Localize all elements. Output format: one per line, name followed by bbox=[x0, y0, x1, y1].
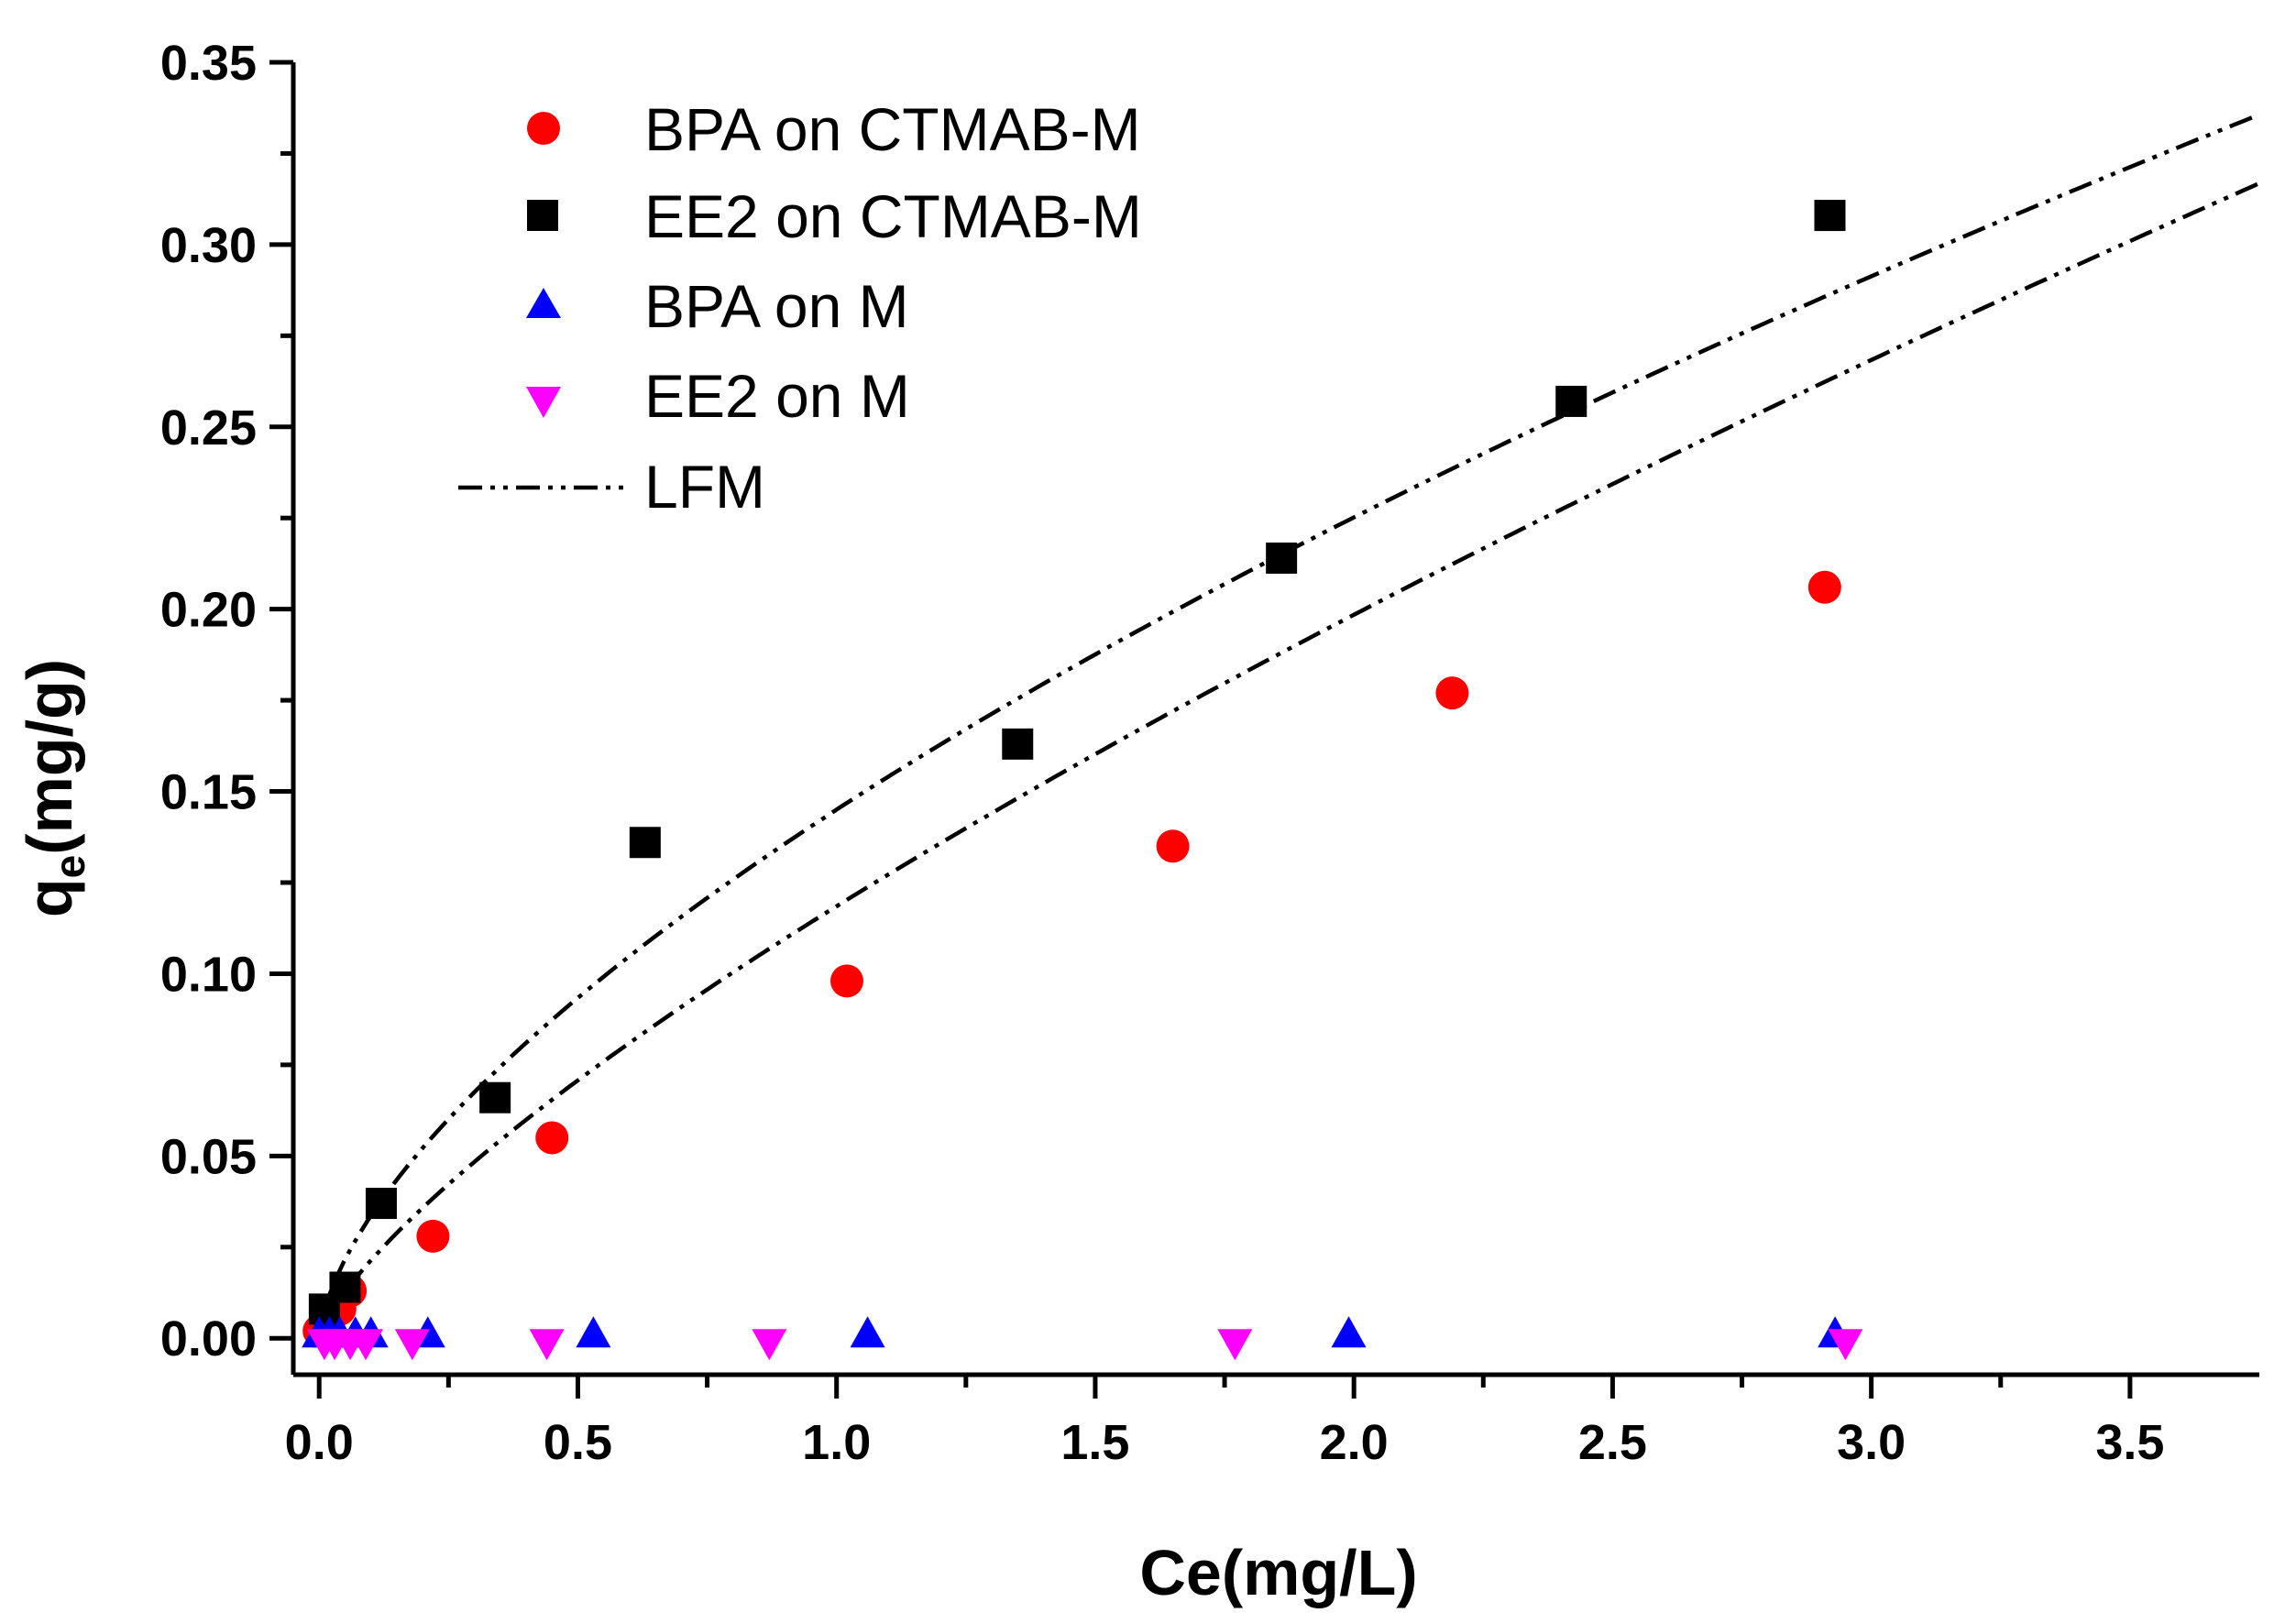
legend-marker-bpa-ctmab bbox=[527, 112, 560, 145]
x-tick-label: 2.5 bbox=[1578, 1415, 1647, 1470]
point-bpa-on-ctmab-m bbox=[829, 964, 863, 998]
y-tick-label: 0.35 bbox=[160, 36, 257, 91]
legend-label-ee2-ctmab: EE2 on CTMAB-M bbox=[644, 182, 1142, 250]
legend-label-ee2-m: EE2 on M bbox=[644, 362, 910, 430]
point-ee2-on-m bbox=[348, 1329, 384, 1361]
point-ee2-on-ctmab-m bbox=[1002, 728, 1034, 760]
y-tick-label: 0.05 bbox=[160, 1129, 257, 1184]
y-tick-label: 0.00 bbox=[160, 1311, 257, 1366]
x-tick-label: 0.0 bbox=[285, 1415, 354, 1470]
point-ee2-on-ctmab-m bbox=[479, 1081, 511, 1114]
point-bpa-on-m bbox=[576, 1316, 611, 1348]
legend: BPA on CTMAB-M EE2 on CTMAB-M BPA on M E… bbox=[458, 95, 1142, 521]
point-ee2-on-ctmab-m bbox=[329, 1271, 361, 1303]
point-bpa-on-ctmab-m bbox=[416, 1219, 450, 1253]
legend-marker-bpa-m bbox=[526, 288, 561, 318]
point-ee2-on-ctmab-m bbox=[365, 1188, 397, 1220]
y-axis-title-unit: (mg/g) bbox=[14, 659, 85, 855]
point-ee2-on-m bbox=[529, 1329, 565, 1361]
data-points bbox=[302, 200, 1863, 1361]
x-axis-title: Ce(mg/L) bbox=[1139, 1537, 1417, 1608]
y-axis-title-subscript: e bbox=[46, 855, 93, 879]
point-bpa-on-ctmab-m bbox=[535, 1121, 569, 1155]
point-ee2-on-m bbox=[1217, 1329, 1253, 1361]
x-tick-label: 1.5 bbox=[1060, 1415, 1129, 1470]
point-ee2-on-ctmab-m bbox=[1814, 200, 1846, 232]
point-ee2-on-ctmab-m bbox=[1555, 385, 1587, 417]
point-bpa-on-m bbox=[1331, 1316, 1367, 1348]
point-ee2-on-m bbox=[752, 1329, 787, 1361]
point-ee2-on-m bbox=[394, 1329, 430, 1361]
point-ee2-on-m bbox=[1828, 1329, 1863, 1361]
y-tick-label: 0.10 bbox=[160, 947, 257, 1002]
x-tick-label: 2.0 bbox=[1320, 1415, 1389, 1470]
x-tick-label: 3.0 bbox=[1837, 1415, 1906, 1470]
point-bpa-on-ctmab-m bbox=[1807, 570, 1841, 604]
legend-label-bpa-m: BPA on M bbox=[644, 272, 909, 340]
point-bpa-on-ctmab-m bbox=[1156, 829, 1190, 863]
legend-label-bpa-ctmab: BPA on CTMAB-M bbox=[644, 95, 1141, 163]
y-tick-label: 0.25 bbox=[160, 401, 257, 455]
x-tick-label: 0.5 bbox=[544, 1415, 612, 1470]
point-bpa-on-m bbox=[850, 1316, 885, 1348]
y-tick-label: 0.15 bbox=[160, 765, 257, 820]
legend-marker-ee2-m bbox=[526, 387, 561, 418]
point-bpa-on-ctmab-m bbox=[1435, 676, 1469, 710]
point-ee2-on-ctmab-m bbox=[629, 827, 661, 859]
axes: 0.0 0.5 1.0 1.5 2.0 2.5 3.0 3.5 0.00 0.05 0.10 0.15… bbox=[160, 36, 2259, 1470]
y-axis-title-main: q bbox=[14, 878, 85, 917]
y-axis-title: qe(mg/g) bbox=[14, 659, 93, 917]
y-tick-label: 0.20 bbox=[160, 583, 257, 638]
y-tick-label: 0.30 bbox=[160, 218, 257, 273]
point-ee2-on-ctmab-m bbox=[1266, 542, 1298, 574]
legend-marker-ee2-ctmab bbox=[527, 200, 558, 231]
x-tick-label: 3.5 bbox=[2095, 1415, 2164, 1470]
fit-line-0 bbox=[317, 181, 2260, 1340]
x-tick-label: 1.0 bbox=[802, 1415, 871, 1470]
legend-label-lfm: LFM bbox=[644, 453, 765, 521]
